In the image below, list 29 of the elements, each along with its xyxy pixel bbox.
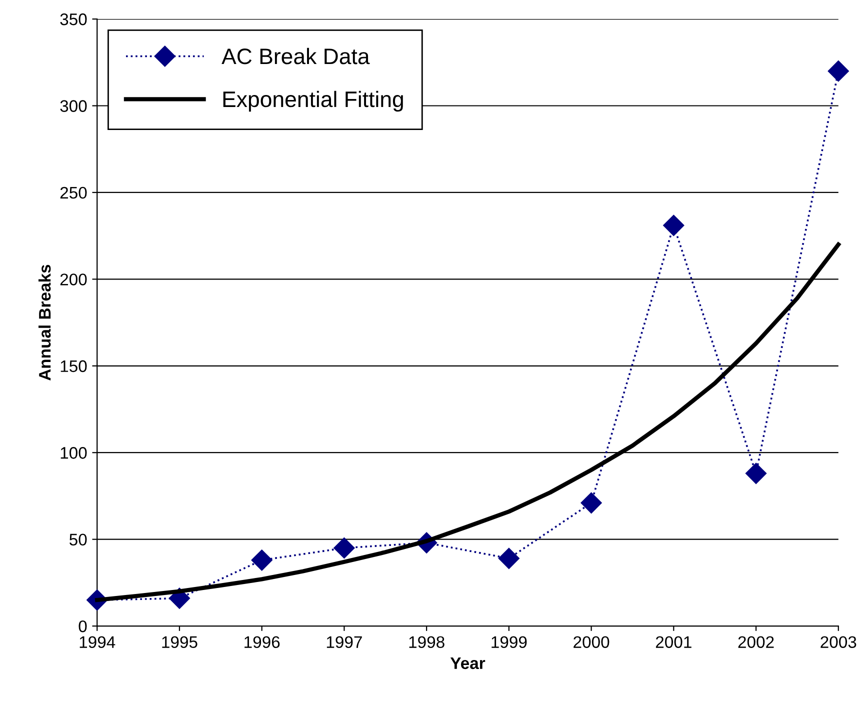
- x-tick-label: 1996: [244, 636, 280, 648]
- x-tick-label: 2003: [820, 636, 856, 648]
- x-tick-label: 1999: [492, 636, 527, 648]
- x-tick-label: 1997: [326, 636, 362, 648]
- x-tick-label: 1994: [80, 636, 116, 648]
- y-tick-label: 250: [60, 186, 87, 199]
- y-tick-label: 0: [78, 620, 87, 632]
- point: [251, 550, 272, 571]
- x-tick-label: 2001: [656, 636, 692, 648]
- x-tick-label: 2002: [738, 636, 774, 648]
- y-tick-label: 150: [60, 360, 87, 372]
- x-tick-label: 2000: [574, 636, 610, 648]
- point: [663, 214, 684, 236]
- legend-label: Exponential Fitting: [223, 90, 403, 112]
- legend-label: AC Break Data: [222, 48, 370, 64]
- y-tick-label: 50: [70, 534, 87, 546]
- point: [828, 60, 849, 82]
- point: [746, 462, 767, 484]
- x-tick-label: 1998: [409, 636, 444, 648]
- y-tick-label: 100: [60, 447, 87, 459]
- y-tick-label: 350: [60, 13, 87, 26]
- x-tick-label: 1995: [162, 636, 198, 648]
- y-tick-label: 200: [60, 274, 87, 286]
- point: [498, 548, 520, 569]
- y-axis-title: Annual Breaks: [38, 264, 51, 380]
- point: [334, 537, 355, 559]
- y-tick-label: 300: [60, 100, 87, 112]
- point: [580, 492, 602, 514]
- x-axis-title: Year: [450, 657, 486, 670]
